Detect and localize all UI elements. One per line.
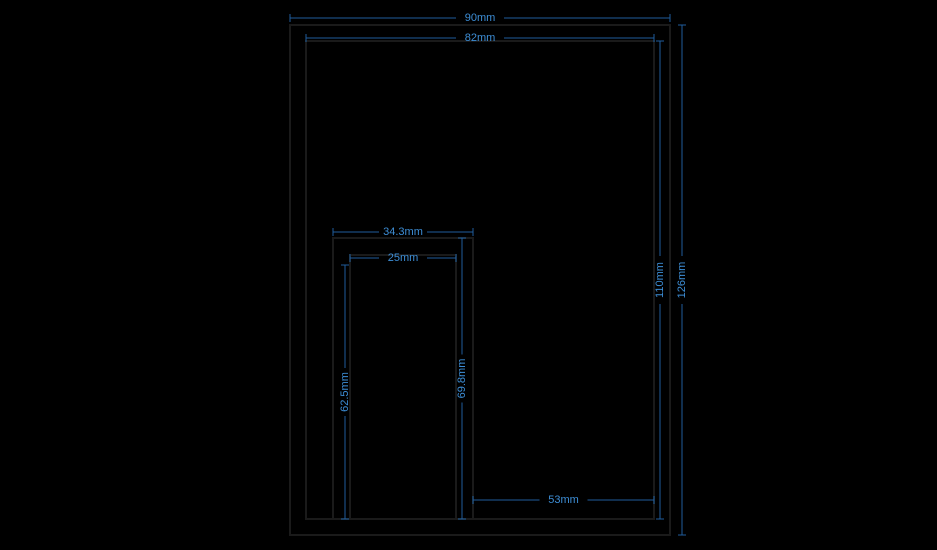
dim-label-inner_h: 110mm [654, 262, 666, 298]
dim-label-cut_in_h: 62.5mm [339, 372, 351, 412]
dim-label-cut_out_w: 34.3mm [383, 226, 423, 238]
dim-label-inner_w: 82mm [465, 32, 496, 44]
dim-label-outer_w: 90mm [465, 12, 496, 24]
dim-label-cut_out_h: 69.8mm [456, 359, 468, 399]
canvas-bg [0, 0, 937, 550]
dim-label-right_gap: 53mm [548, 494, 579, 506]
dimension-drawing: 90mm 82mm 34.3mm 25mm 62.5mm 69.8mm 110mm 126mm… [0, 0, 937, 550]
dim-label-outer_h: 126mm [676, 262, 688, 299]
dim-label-cut_in_w: 25mm [388, 252, 419, 264]
